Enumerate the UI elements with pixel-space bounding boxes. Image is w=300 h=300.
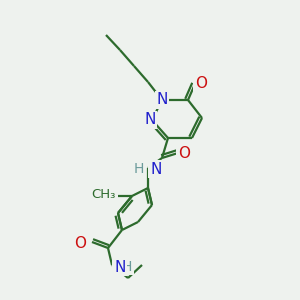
Text: H: H <box>122 260 132 274</box>
Text: O: O <box>195 76 207 91</box>
Text: H: H <box>134 162 144 176</box>
Text: N: N <box>156 92 168 107</box>
Text: CH₃: CH₃ <box>92 188 116 202</box>
Text: N: N <box>144 112 156 128</box>
Text: N: N <box>150 161 161 176</box>
Text: N: N <box>114 260 125 274</box>
Text: O: O <box>74 236 86 250</box>
Text: O: O <box>178 146 190 161</box>
